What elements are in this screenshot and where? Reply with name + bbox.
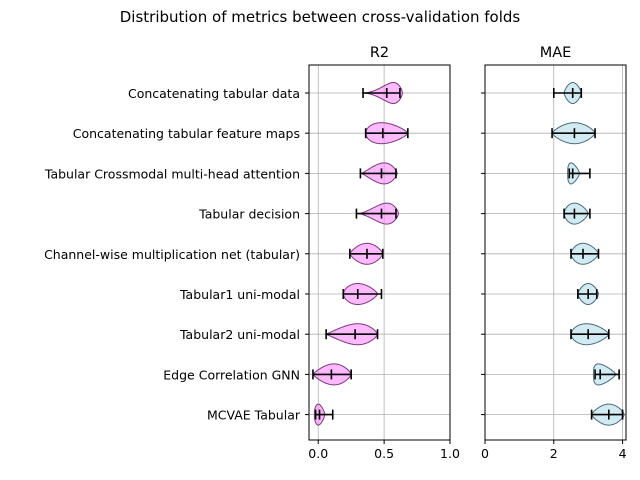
r2-violin-concatenating-tabular-feature-maps	[364, 122, 409, 145]
mae-violin-tabular-crossmodal-multi-head-attention	[567, 162, 591, 185]
r2-xtick-label-1: 0.5	[374, 446, 394, 461]
category-label-channel-wise-multiplication-net-tabular: Channel-wise multiplication net (tabular…	[44, 247, 300, 262]
mae-violin-channel-wise-multiplication-net-tabular	[570, 242, 600, 265]
mae-panel: 0 2 4 MAE	[481, 45, 627, 461]
r2-xtick-label-2: 1.0	[440, 446, 460, 461]
mae-xtick-label-0: 0	[481, 446, 489, 461]
category-label-tabular-crossmodal-multi-head-attention: Tabular Crossmodal multi-head attention	[44, 166, 300, 181]
r2-violin-mcvae-tabular	[313, 403, 334, 426]
r2-panel-title: R2	[370, 45, 389, 61]
mae-violin-tabular1-uni-modal	[577, 282, 600, 306]
category-label-concatenating-tabular-feature-maps: Concatenating tabular feature maps	[73, 126, 300, 141]
category-label-tabular1-uni-modal: Tabular1 uni-modal	[179, 287, 300, 302]
category-labels: Concatenating tabular data Concatenating …	[44, 86, 301, 423]
r2-violin-tabular1-uni-modal	[342, 282, 383, 306]
mae-violin-mcvae-tabular	[590, 403, 625, 426]
figure-title: Distribution of metrics between cross-va…	[120, 8, 521, 26]
category-label-concatenating-tabular-data: Concatenating tabular data	[128, 86, 300, 101]
category-label-mcvae-tabular: MCVAE Tabular	[207, 408, 301, 423]
mae-violin-concatenating-tabular-data	[552, 81, 583, 105]
r2-panel: 0.0 0.5 1.0 R2	[305, 45, 460, 461]
mae-violin-concatenating-tabular-feature-maps	[551, 122, 596, 145]
mae-axes-frame	[484, 64, 627, 441]
category-label-edge-correlation-gnn: Edge Correlation GNN	[163, 367, 300, 382]
mae-panel-title: MAE	[540, 45, 572, 61]
r2-violin-tabular2-uni-modal	[324, 323, 379, 346]
r2-violin-concatenating-tabular-data	[362, 82, 404, 104]
r2-violin-edge-correlation-gnn	[312, 363, 352, 386]
r2-violin-tabular-decision	[355, 202, 400, 225]
mae-violin-edge-correlation-gnn	[592, 363, 620, 386]
r2-axes-frame	[308, 64, 451, 441]
category-label-tabular-decision: Tabular decision	[198, 207, 300, 222]
r2-violin-channel-wise-multiplication-net-tabular	[349, 242, 384, 265]
mae-xtick-label-2: 4	[619, 446, 627, 461]
r2-violin-tabular-crossmodal-multi-head-attention	[359, 162, 398, 185]
mae-violin-tabular-decision	[563, 202, 591, 225]
r2-xtick-label-0: 0.0	[308, 446, 328, 461]
mae-xtick-label-1: 2	[550, 446, 558, 461]
mae-violin-tabular2-uni-modal	[570, 323, 610, 346]
category-label-tabular2-uni-modal: Tabular2 uni-modal	[179, 327, 300, 342]
